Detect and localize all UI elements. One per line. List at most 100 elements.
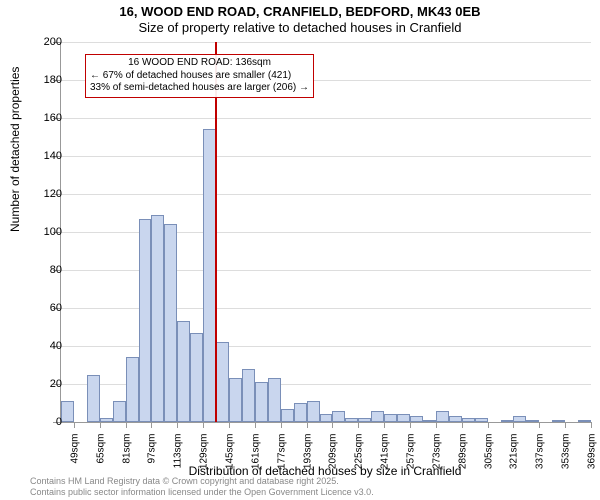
x-tick-label: 161sqm — [250, 434, 261, 484]
x-tick — [281, 422, 282, 428]
x-tick — [436, 422, 437, 428]
x-tick-label: 369sqm — [587, 434, 598, 484]
histogram-bar — [384, 414, 397, 422]
x-tick — [462, 422, 463, 428]
histogram-bar — [526, 420, 539, 422]
y-tick-label: 140 — [32, 150, 62, 162]
gridline — [61, 156, 591, 157]
gridline — [61, 118, 591, 119]
x-tick-label: 81sqm — [121, 434, 132, 484]
histogram-bar — [229, 378, 242, 422]
histogram-bar — [113, 401, 126, 422]
x-tick-label: 97sqm — [147, 434, 158, 484]
histogram-bar — [513, 416, 526, 422]
histogram-bar — [61, 401, 74, 422]
histogram-bar — [358, 418, 371, 422]
histogram-bar — [462, 418, 475, 422]
chart-title-address: 16, WOOD END ROAD, CRANFIELD, BEDFORD, M… — [0, 4, 600, 19]
histogram-bar — [501, 420, 514, 422]
x-tick — [591, 422, 592, 428]
histogram-bar — [177, 321, 190, 422]
histogram-bar — [216, 342, 229, 422]
x-tick — [358, 422, 359, 428]
x-tick-label: 289sqm — [457, 434, 468, 484]
x-tick — [332, 422, 333, 428]
x-tick-label: 305sqm — [483, 434, 494, 484]
x-tick — [565, 422, 566, 428]
annotation-line2: ← 67% of detached houses are smaller (42… — [90, 70, 309, 83]
histogram-bar — [410, 416, 423, 422]
x-tick-label: 257sqm — [406, 434, 417, 484]
annotation-box: 16 WOOD END ROAD: 136sqm← 67% of detache… — [85, 54, 314, 98]
x-tick — [384, 422, 385, 428]
x-tick — [488, 422, 489, 428]
x-tick — [151, 422, 152, 428]
x-tick — [203, 422, 204, 428]
y-tick-label: 0 — [32, 416, 62, 428]
histogram-bar — [475, 418, 488, 422]
x-tick — [539, 422, 540, 428]
x-tick — [307, 422, 308, 428]
y-tick-label: 80 — [32, 264, 62, 276]
x-tick — [255, 422, 256, 428]
x-tick — [126, 422, 127, 428]
credits-line2: Contains public sector information licen… — [30, 487, 374, 498]
x-tick — [100, 422, 101, 428]
y-tick-label: 60 — [32, 302, 62, 314]
histogram-bar — [126, 357, 139, 422]
x-tick — [74, 422, 75, 428]
x-tick-label: 65sqm — [95, 434, 106, 484]
x-tick-label: 353sqm — [561, 434, 572, 484]
x-tick-label: 145sqm — [225, 434, 236, 484]
x-tick-label: 321sqm — [509, 434, 520, 484]
x-tick-label: 241sqm — [380, 434, 391, 484]
y-tick-label: 40 — [32, 340, 62, 352]
histogram-bar — [423, 420, 436, 422]
y-axis-label: Number of detached properties — [8, 67, 22, 232]
histogram-bar — [151, 215, 164, 422]
histogram-bar — [552, 420, 565, 422]
y-tick-label: 160 — [32, 112, 62, 124]
x-tick — [410, 422, 411, 428]
y-tick-label: 180 — [32, 74, 62, 86]
plot-area: 16 WOOD END ROAD: 136sqm← 67% of detache… — [60, 42, 591, 423]
histogram-bar — [578, 420, 591, 422]
x-tick-label: 273sqm — [431, 434, 442, 484]
property-marker-line — [215, 42, 217, 422]
histogram-bar — [294, 403, 307, 422]
y-tick-label: 20 — [32, 378, 62, 390]
x-tick — [229, 422, 230, 428]
histogram-bar — [320, 414, 333, 422]
property-size-chart: 16, WOOD END ROAD, CRANFIELD, BEDFORD, M… — [0, 0, 600, 500]
y-tick-label: 120 — [32, 188, 62, 200]
histogram-bar — [164, 224, 177, 422]
histogram-bar — [332, 411, 345, 422]
x-tick — [177, 422, 178, 428]
x-tick-label: 129sqm — [199, 434, 210, 484]
x-tick-label: 225sqm — [354, 434, 365, 484]
histogram-bar — [268, 378, 281, 422]
histogram-bar — [281, 409, 294, 422]
y-tick-label: 200 — [32, 36, 62, 48]
histogram-bar — [242, 369, 255, 422]
histogram-bar — [255, 382, 268, 422]
gridline — [61, 194, 591, 195]
y-tick-label: 100 — [32, 226, 62, 238]
histogram-bar — [397, 414, 410, 422]
x-tick-label: 49sqm — [69, 434, 80, 484]
x-tick-label: 193sqm — [302, 434, 313, 484]
chart-subtitle: Size of property relative to detached ho… — [0, 20, 600, 35]
x-tick-label: 209sqm — [328, 434, 339, 484]
histogram-bar — [371, 411, 384, 422]
histogram-bar — [190, 333, 203, 422]
annotation-line3: 33% of semi-detached houses are larger (… — [90, 82, 309, 95]
x-tick-label: 113sqm — [173, 434, 184, 484]
histogram-bar — [307, 401, 320, 422]
x-tick-label: 177sqm — [276, 434, 287, 484]
x-tick-label: 337sqm — [535, 434, 546, 484]
histogram-bar — [449, 416, 462, 422]
histogram-bar — [345, 418, 358, 422]
histogram-bar — [139, 219, 152, 422]
annotation-line1: 16 WOOD END ROAD: 136sqm — [90, 57, 309, 70]
histogram-bar — [436, 411, 449, 422]
